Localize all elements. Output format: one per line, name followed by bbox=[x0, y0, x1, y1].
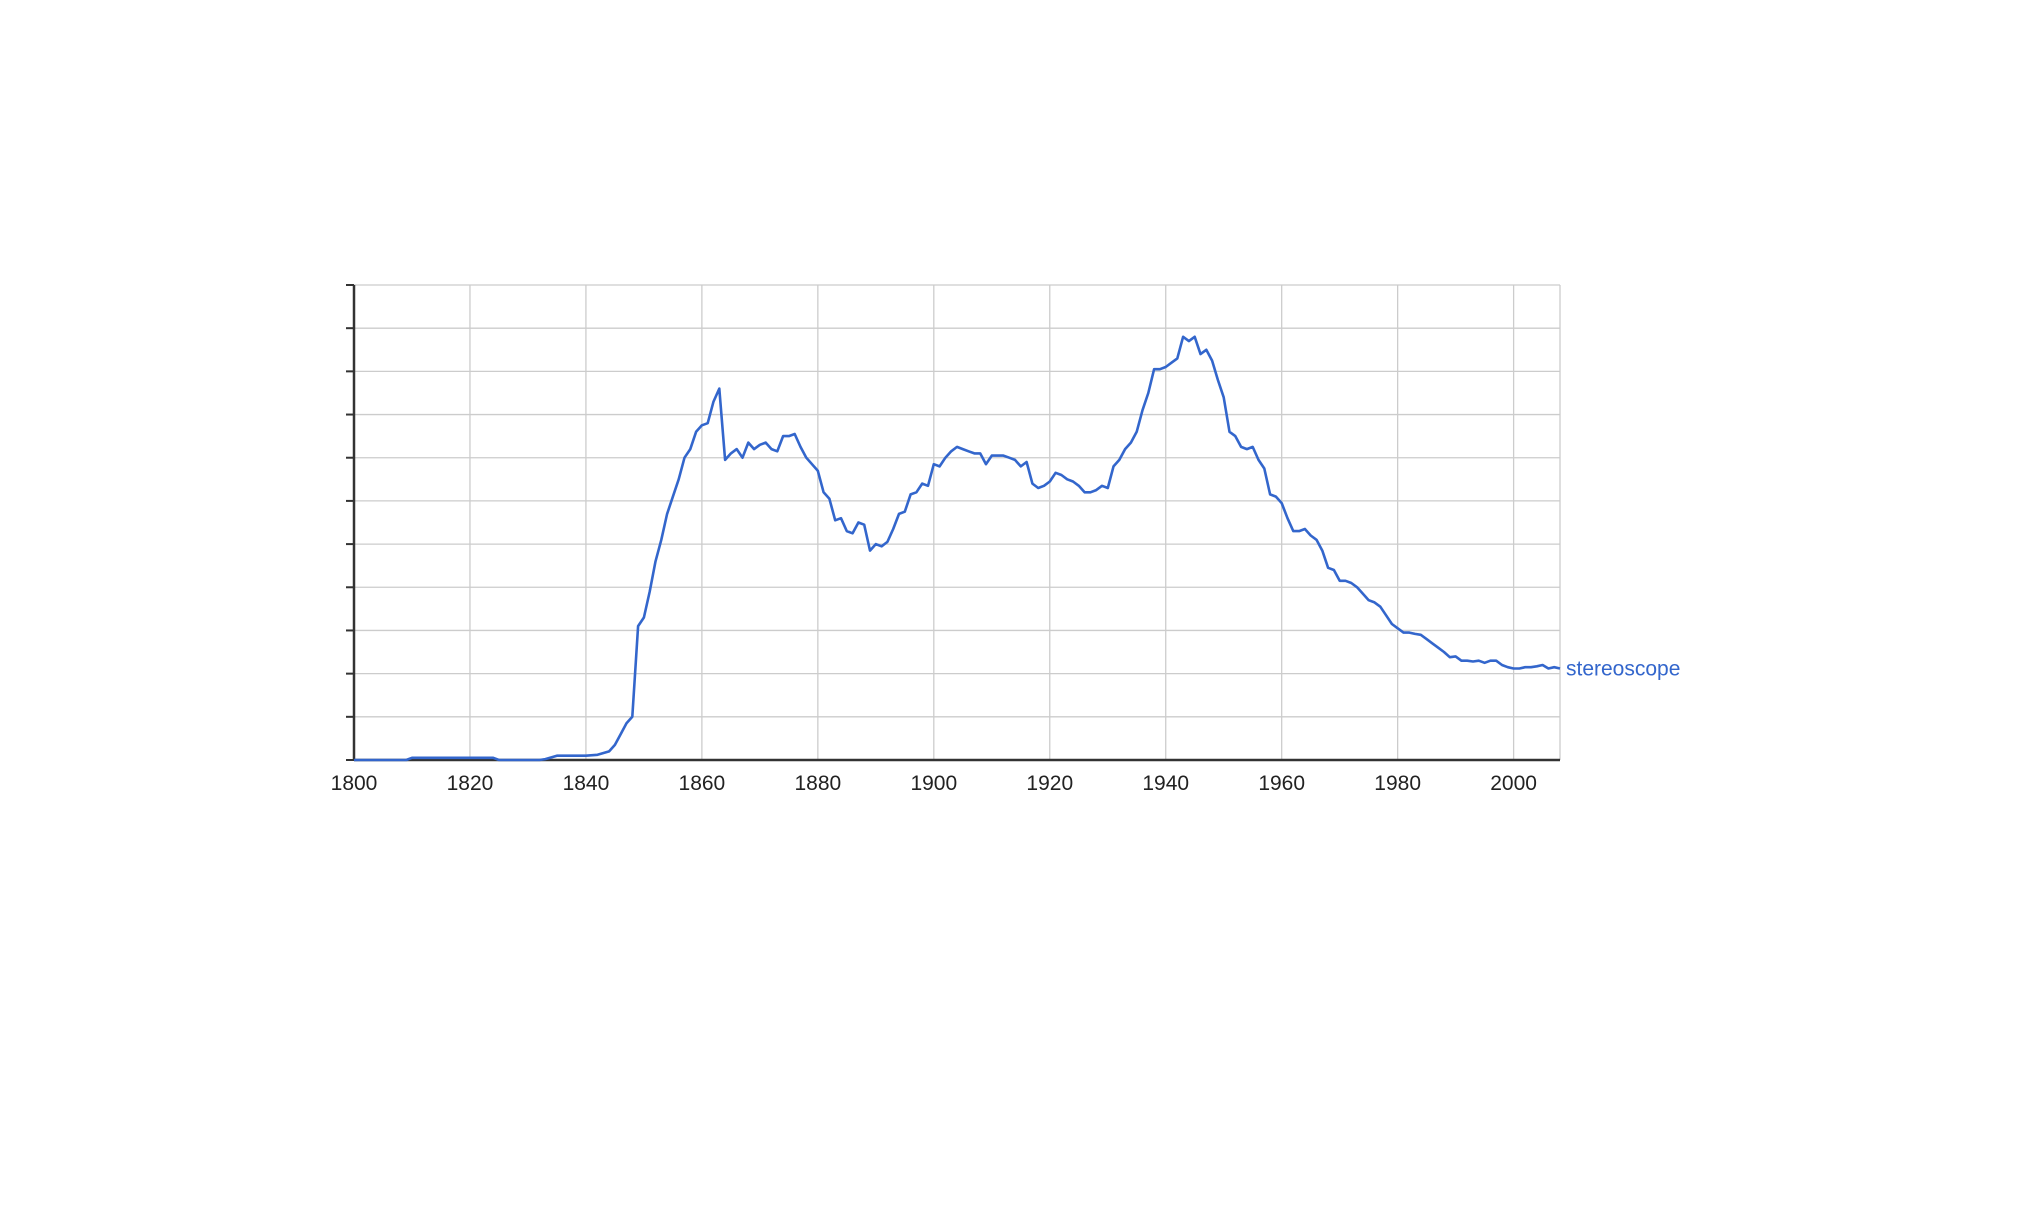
series-label-stereoscope: stereoscope bbox=[1566, 657, 1680, 680]
x-tick-label: 1940 bbox=[1142, 772, 1189, 795]
x-tick-label: 1800 bbox=[331, 772, 378, 795]
x-tick-label: 1860 bbox=[679, 772, 726, 795]
series-lines bbox=[354, 335, 1561, 762]
series-labels: stereoscope bbox=[1566, 657, 1680, 680]
x-tick-label: 1980 bbox=[1374, 772, 1421, 795]
x-tick-labels: 1800 1820 1840 1860 1880 1900 1920 1940 1960 1980… bbox=[331, 772, 1537, 795]
x-tick-label: 1960 bbox=[1258, 772, 1305, 795]
x-tick-label: 2000 bbox=[1490, 772, 1537, 795]
series-line-stereoscope bbox=[354, 335, 1561, 762]
x-tick-label: 1880 bbox=[794, 772, 841, 795]
grid bbox=[354, 284, 1561, 760]
axes bbox=[346, 284, 1560, 762]
x-tick-label: 1900 bbox=[910, 772, 957, 795]
x-tick-label: 1840 bbox=[563, 772, 610, 795]
x-tick-label: 1820 bbox=[447, 772, 494, 795]
x-tick-label: 1920 bbox=[1026, 772, 1073, 795]
